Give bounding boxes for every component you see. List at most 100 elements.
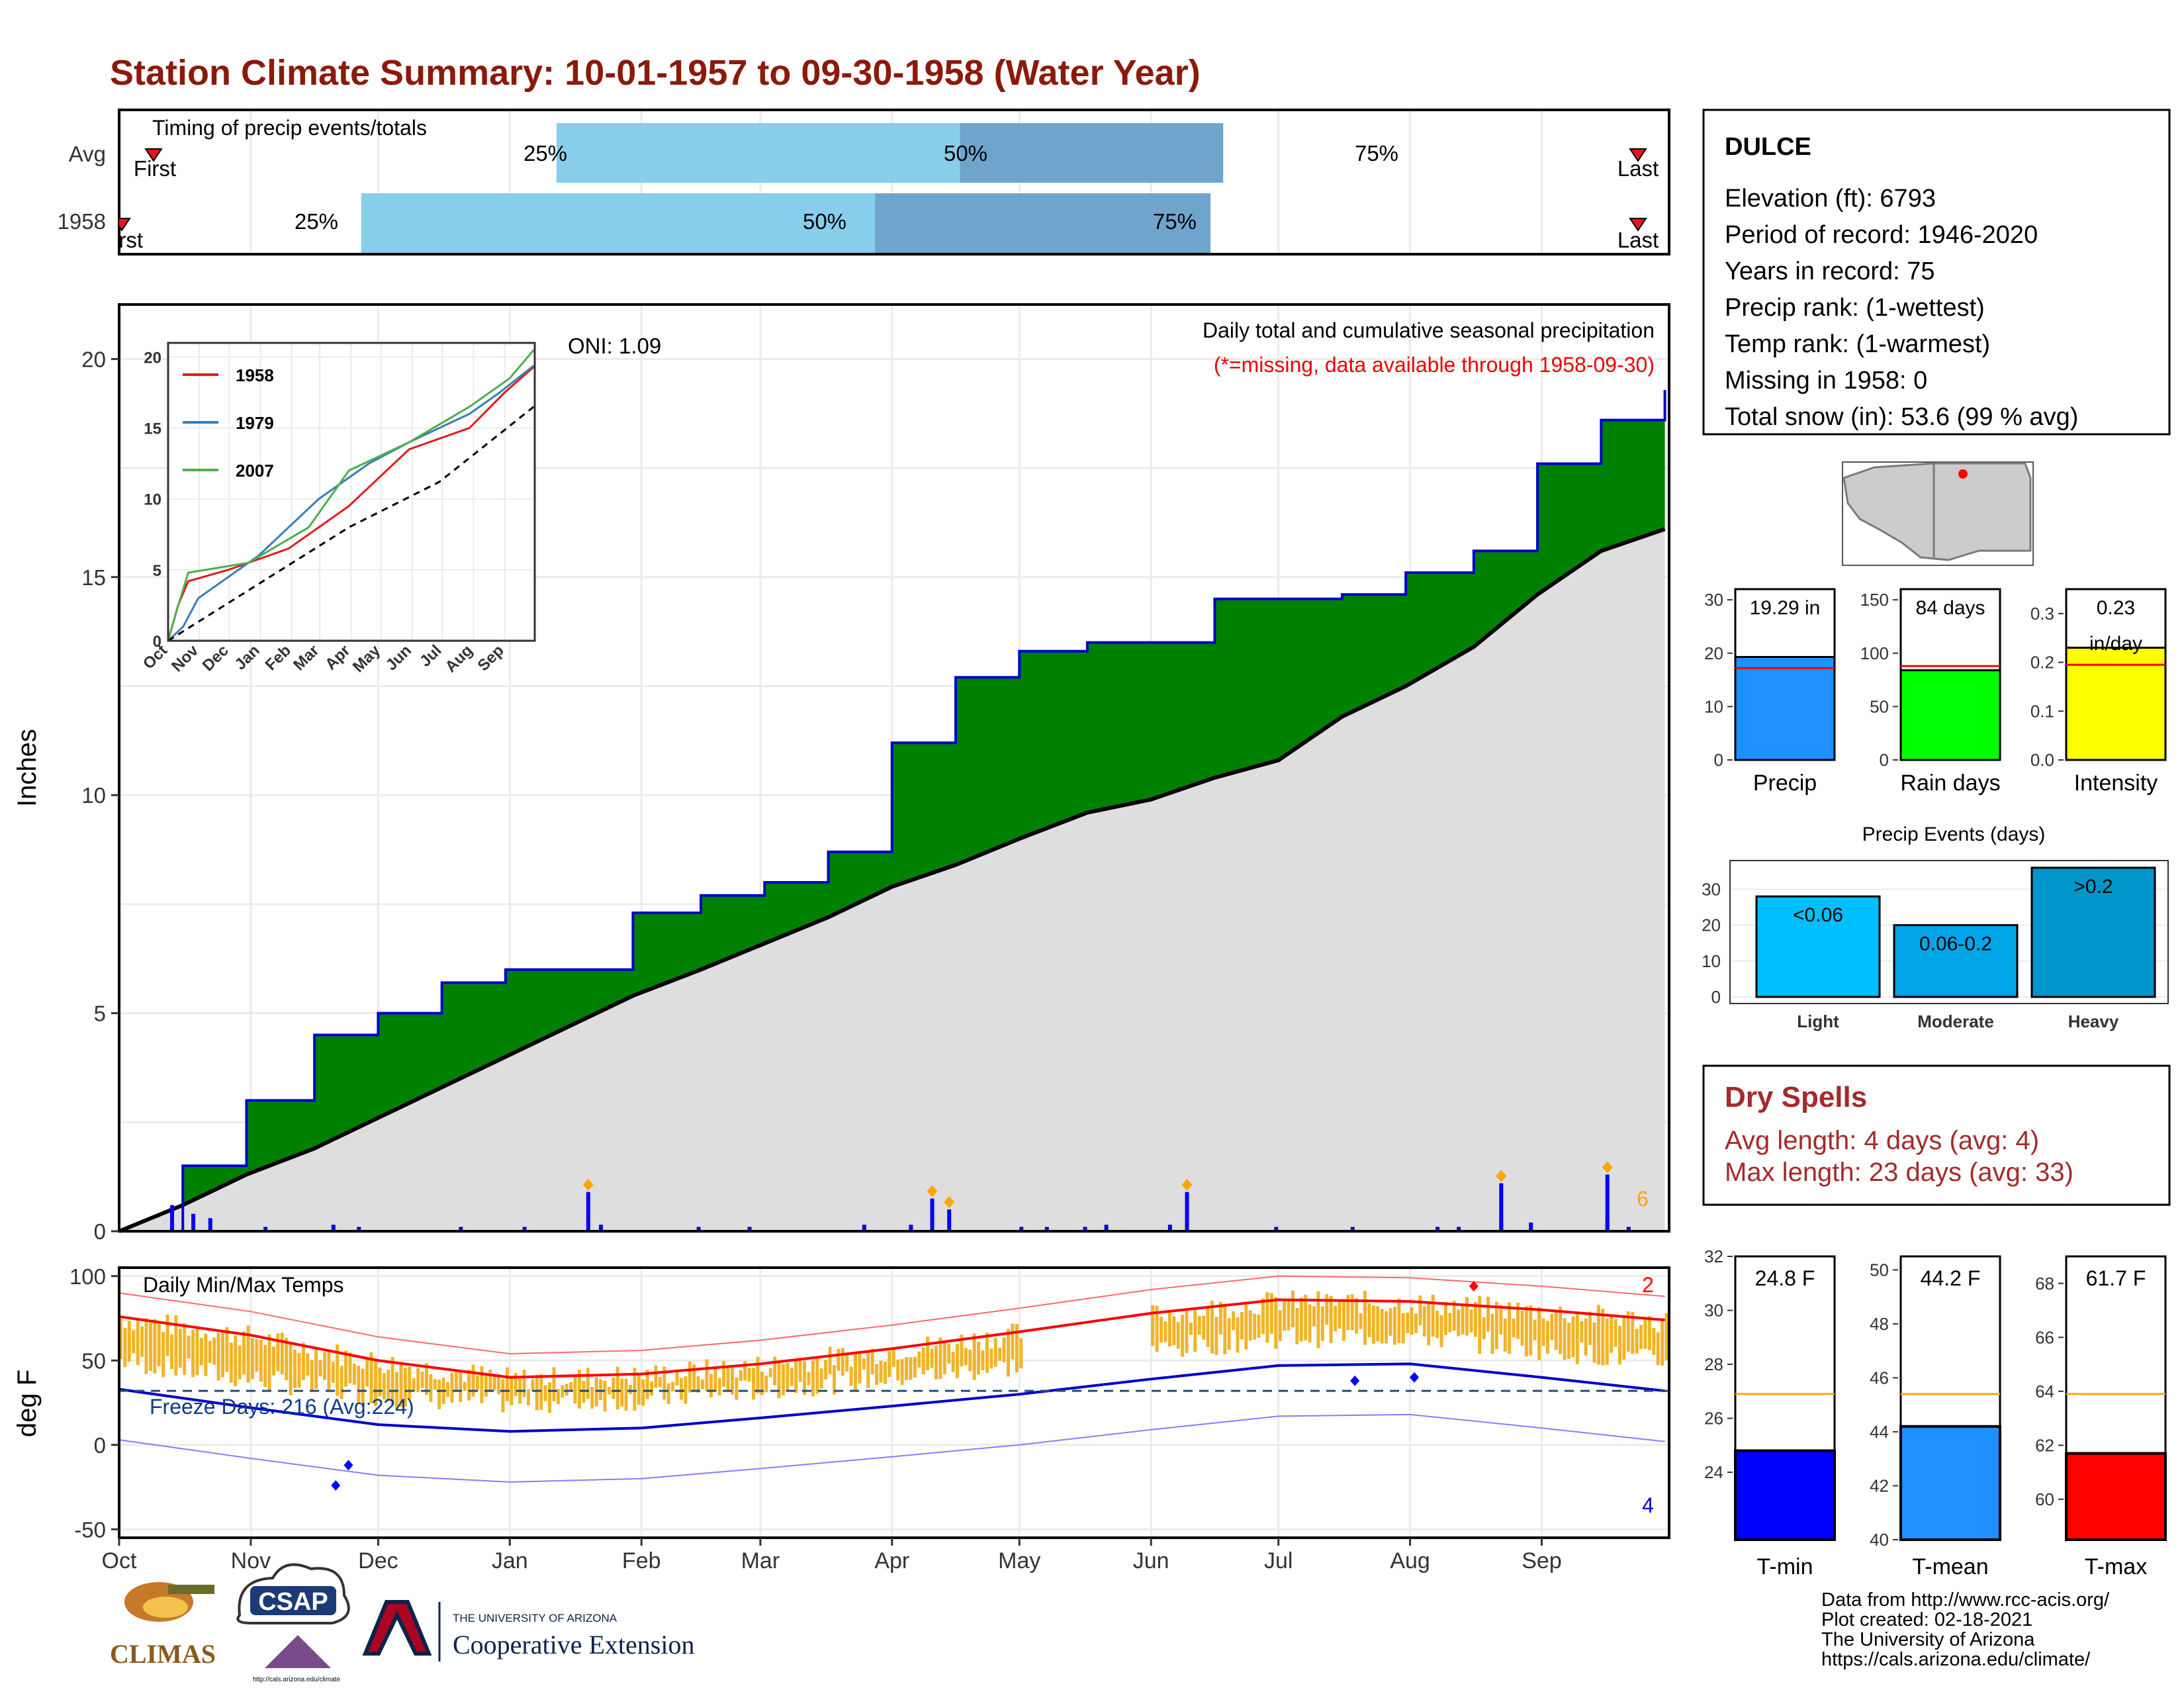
daily-temp-bar <box>348 1352 352 1383</box>
timing-bar-q3 <box>960 123 1224 183</box>
daily-temp-bar <box>322 1352 326 1380</box>
temp-bar-ytick-label: 28 <box>1704 1354 1723 1374</box>
daily-temp-bar <box>1439 1315 1443 1347</box>
daily-temp-bar <box>1533 1319 1537 1340</box>
daily-temp-bar <box>1312 1306 1316 1327</box>
precip-event-category-label: Light <box>1797 1011 1839 1031</box>
daily-temp-bar <box>416 1368 420 1393</box>
daily-temp-bar <box>561 1385 565 1398</box>
precip-event-bar-label: <0.06 <box>1793 904 1843 926</box>
daily-temp-bar <box>1167 1311 1171 1347</box>
daily-temp-bar <box>938 1337 942 1379</box>
climas-logo: CLIMAS <box>110 1582 216 1669</box>
daily-temp-bar <box>849 1366 853 1386</box>
daily-temp-bar <box>819 1368 823 1389</box>
daily-temp-bar <box>815 1356 819 1394</box>
station-elevation: Elevation (ft): 6793 <box>1725 185 1936 212</box>
daily-temp-bar <box>960 1335 964 1367</box>
daily-temp-bar <box>947 1344 951 1364</box>
summary-ytick-label: 0.2 <box>2030 653 2054 673</box>
daily-temp-bar <box>1499 1305 1503 1335</box>
daily-temp-bar <box>607 1387 611 1395</box>
daily-temp-bar <box>603 1380 607 1412</box>
precip-ytick-label: 10 <box>81 783 106 808</box>
daily-temp-bar <box>790 1368 794 1386</box>
summary-ytick-label: 0 <box>1880 750 1889 770</box>
daily-temp-bar <box>250 1338 254 1380</box>
record-low-marker <box>343 1460 353 1471</box>
timing-panel: Timing of precip events/totals Avg 1958 … <box>58 109 1670 256</box>
daily-temp-bar <box>1482 1317 1486 1340</box>
temp-bar-value-label: 24.8 F <box>1755 1266 1815 1290</box>
daily-temp-bar <box>463 1382 467 1391</box>
inset-ytick-label: 5 <box>153 562 161 580</box>
inset-line-1979 <box>167 365 535 642</box>
daily-temp-bar <box>1605 1319 1609 1365</box>
daily-temp-bar <box>913 1356 917 1378</box>
extreme-precip-bar <box>1499 1183 1504 1231</box>
station-total-snow: Total snow (in): 53.6 (99 % avg) <box>1725 403 2078 431</box>
daily-temp-bar <box>942 1340 946 1375</box>
daily-temp-bar <box>255 1339 259 1372</box>
avg-first-marker <box>144 148 163 162</box>
events-ytick-label: 20 <box>1702 915 1721 935</box>
daily-temp-bar <box>514 1373 518 1396</box>
timing-bar-q2 <box>361 193 876 253</box>
summary-ytick-label: 0.0 <box>2030 750 2054 770</box>
timing-frame <box>118 109 1670 256</box>
temp-bar-ytick-label: 44 <box>1870 1422 1889 1442</box>
daily-temp-bar <box>722 1361 726 1387</box>
daily-temp-bar <box>760 1371 764 1395</box>
daily-temp-bar <box>510 1375 514 1405</box>
daily-temp-bar <box>1363 1291 1367 1345</box>
daily-temp-bar <box>1355 1297 1359 1334</box>
daily-temp-bar <box>1334 1305 1338 1332</box>
daily-temp-bar <box>709 1374 713 1398</box>
record-min-envelope <box>118 1413 1665 1483</box>
daily-temp-bar <box>1545 1321 1549 1354</box>
climas-logo-sun <box>143 1597 188 1618</box>
daily-precip-bar <box>208 1218 212 1231</box>
daily-temp-bar <box>862 1358 866 1370</box>
daily-temp-bar <box>157 1322 161 1366</box>
daily-temp-bar <box>424 1363 428 1395</box>
daily-temp-bar <box>781 1364 785 1395</box>
daily-temp-bar <box>615 1366 619 1409</box>
temp-ytick-label: 50 <box>81 1348 106 1373</box>
daily-temp-bar <box>1385 1311 1388 1344</box>
daily-temp-bar <box>437 1380 441 1409</box>
daily-temp-bar <box>832 1365 836 1395</box>
daily-temp-bar <box>824 1360 828 1380</box>
daily-temp-bar <box>539 1374 543 1410</box>
daily-temp-bar <box>854 1352 858 1391</box>
daily-temp-bar <box>1172 1316 1176 1345</box>
temp-bar-ytick-label: 60 <box>2035 1489 2054 1509</box>
daily-temp-bar <box>165 1314 169 1356</box>
daily-temp-bar <box>267 1334 271 1390</box>
daily-temp-bar <box>837 1348 841 1371</box>
oni-label: ONI: 1.09 <box>568 334 661 358</box>
temperature-bar-charts: 24 26 28 30 32 24.8 F T-min 40 42 44 46 48 50 44.2 F T… <box>1704 1246 2167 1579</box>
daily-precip-bar <box>1435 1227 1440 1231</box>
daily-temp-bar <box>480 1366 484 1403</box>
precip-event-bar-heavy <box>2030 867 2156 998</box>
footer-line-3: The University of Arizona <box>1821 1629 2035 1650</box>
daily-temp-bar <box>599 1379 603 1401</box>
temp-bar-ytick-label: 40 <box>1870 1530 1889 1550</box>
daily-temp-bar <box>306 1353 310 1376</box>
daily-temp-bar <box>764 1376 768 1393</box>
daily-temp-bar <box>917 1351 921 1368</box>
daily-temp-bar <box>637 1375 641 1405</box>
daily-temp-bar <box>993 1338 997 1367</box>
month-label: Dec <box>358 1548 398 1573</box>
daily-temp-bar <box>1376 1305 1380 1342</box>
daily-temp-bar <box>229 1342 233 1383</box>
daily-temp-bar <box>204 1333 208 1376</box>
ua-a-mark <box>362 1600 432 1656</box>
summary-ytick-label: 100 <box>1860 643 1889 663</box>
daily-temp-bar <box>1541 1318 1545 1346</box>
dry-spells-frame <box>1702 1064 2171 1206</box>
daily-temp-bar <box>1397 1298 1401 1343</box>
footer-line-4: https://cals.arizona.edu/climate/ <box>1821 1649 2091 1670</box>
daily-temp-bar <box>1567 1323 1571 1360</box>
